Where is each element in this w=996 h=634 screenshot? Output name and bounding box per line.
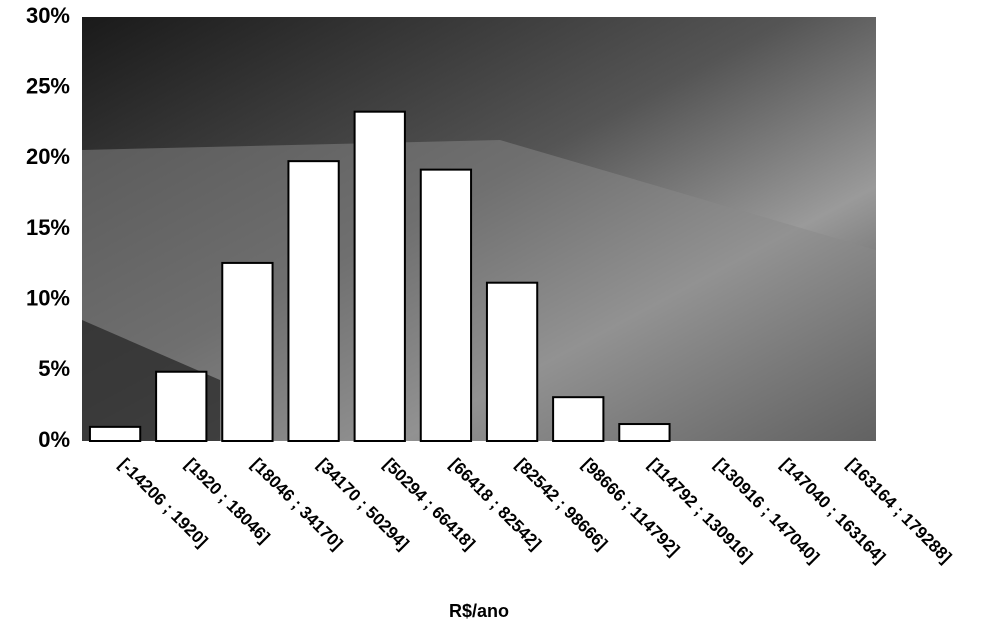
y-tick-label: 15% [26,215,70,240]
bar [353,110,406,443]
y-tick-label: 25% [26,73,70,98]
y-tick-label: 0% [38,427,70,452]
bar [618,423,671,443]
bar [552,396,605,443]
bar [287,160,340,442]
bar [221,261,274,443]
bar [88,425,142,443]
y-tick-label: 20% [26,144,70,169]
x-axis-title: R$/ano [449,601,509,621]
y-tick-label: 30% [26,3,70,28]
y-tick-label: 5% [38,356,70,381]
bar [485,281,539,442]
bar [419,168,473,442]
bar [155,370,208,443]
y-tick-label: 10% [26,285,70,310]
background-texture [82,140,876,441]
